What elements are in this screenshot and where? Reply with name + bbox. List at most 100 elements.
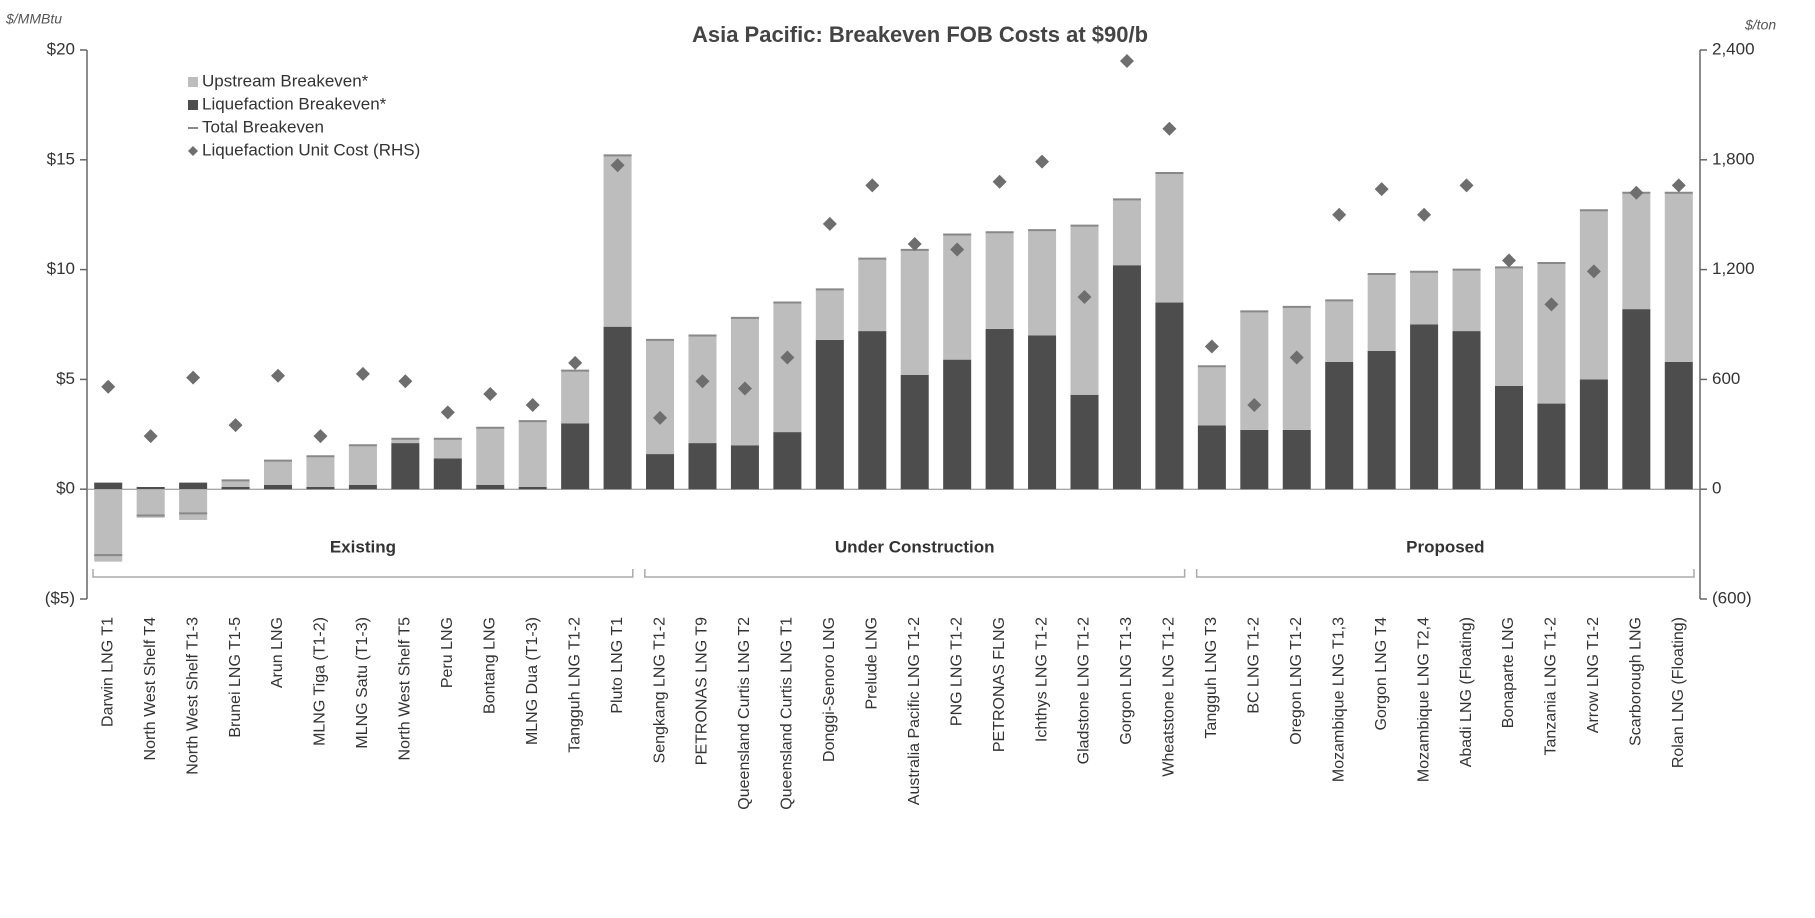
- unit-cost-marker: [398, 374, 413, 389]
- unit-cost-marker: [907, 236, 922, 251]
- bar-segment: [1537, 403, 1566, 490]
- bar-segment: [1028, 230, 1057, 336]
- x-tick-label: Gorgon LNG T4: [1373, 617, 1390, 731]
- bar-segment: [1664, 192, 1693, 362]
- unit-cost-marker: [143, 429, 158, 444]
- bar-segment: [815, 289, 844, 340]
- x-tick-label: Darwin LNG T1: [99, 617, 116, 727]
- bar-segment: [348, 445, 377, 485]
- bar-segment: [1325, 300, 1354, 362]
- legend-swatch: [188, 146, 198, 156]
- group-bracket: [92, 569, 634, 578]
- unit-cost-marker: [1671, 178, 1686, 193]
- unit-cost-marker: [1077, 290, 1092, 305]
- x-tick-label: MLNG Dua (T1-3): [524, 617, 541, 745]
- unit-cost-marker: [440, 405, 455, 420]
- unit-cost-marker: [228, 418, 243, 433]
- y-tick-label: $20: [47, 39, 75, 58]
- bar-segment: [900, 249, 929, 376]
- x-tick-label: North West Shelf T5: [397, 617, 414, 761]
- x-tick-label: North West Shelf T1-3: [184, 617, 201, 775]
- bar-segment: [1494, 385, 1523, 490]
- legend-swatch: [188, 77, 198, 87]
- unit-cost-marker: [695, 374, 710, 389]
- y2-axis-label: $/ton: [1744, 17, 1776, 33]
- x-tick-label: Queensland Curtis LNG T1: [779, 617, 796, 810]
- bar-segment: [1622, 192, 1651, 310]
- bar-segment: [391, 438, 420, 444]
- unit-cost-marker: [1035, 154, 1050, 169]
- bar-segment: [306, 456, 335, 488]
- bar-segment: [1579, 379, 1608, 490]
- x-tick-label: PETRONAS FLNG: [991, 617, 1008, 752]
- bar-segment: [1494, 267, 1523, 386]
- bar-segment: [561, 423, 590, 490]
- bar-segment: [94, 489, 123, 562]
- x-tick-label: Wheatstone LNG T1-2: [1161, 617, 1178, 777]
- bar-segment: [1367, 273, 1396, 351]
- bar-segment: [1070, 225, 1099, 395]
- bar-segment: [730, 445, 759, 490]
- y2-tick-label: (600): [1712, 588, 1752, 607]
- y-tick-label: $15: [47, 149, 75, 168]
- group-bracket: [644, 569, 1186, 578]
- bar-segment: [179, 482, 208, 490]
- x-tick-label: PNG LNG T1-2: [948, 617, 965, 726]
- x-tick-label: Tangguh LNG T3: [1203, 617, 1220, 739]
- bar-segment: [1112, 265, 1141, 490]
- group-label: Under Construction: [835, 537, 995, 556]
- bar-segment: [264, 484, 293, 490]
- bar-segment: [1664, 361, 1693, 490]
- bar-segment: [391, 443, 420, 490]
- bar-segment: [1537, 263, 1566, 404]
- x-tick-label: Oregon LNG T1-2: [1288, 617, 1305, 745]
- y-tick-label: $5: [56, 369, 75, 388]
- bar-segment: [221, 487, 250, 490]
- bar-segment: [773, 302, 802, 433]
- bar-segment: [1579, 210, 1608, 380]
- x-tick-label: Queensland Curtis LNG T2: [736, 617, 753, 810]
- unit-cost-marker: [483, 387, 498, 402]
- bar-segment: [94, 482, 123, 490]
- bar-segment: [433, 438, 462, 459]
- bar-segment: [136, 487, 165, 490]
- unit-cost-marker: [186, 370, 201, 385]
- unit-cost-marker: [610, 158, 625, 173]
- bar-segment: [985, 328, 1014, 490]
- x-tick-label: Sengkang LNG T1-2: [651, 617, 668, 764]
- bar-segment: [561, 370, 590, 424]
- y2-tick-label: 2,400: [1712, 39, 1755, 58]
- unit-cost-marker: [1629, 185, 1644, 200]
- bar-segment: [1197, 366, 1226, 426]
- x-tick-label: North West Shelf T4: [142, 617, 159, 761]
- legend-swatch: [188, 100, 198, 110]
- bar-segment: [306, 487, 335, 490]
- x-tick-label: Bonaparte LNG: [1500, 617, 1517, 728]
- bar-segment: [1240, 429, 1269, 490]
- bar-segment: [985, 232, 1014, 329]
- unit-cost-marker: [1544, 297, 1559, 312]
- bar-segment: [1367, 350, 1396, 490]
- x-tick-label: Bontang LNG: [481, 617, 498, 714]
- y2-tick-label: 0: [1712, 479, 1721, 498]
- group-label: Proposed: [1406, 537, 1484, 556]
- legend-label: Liquefaction Breakeven*: [202, 94, 387, 113]
- bar-segment: [1410, 324, 1439, 490]
- y2-tick-label: 1,200: [1712, 259, 1755, 278]
- bar-segment: [646, 339, 675, 455]
- bar-segment: [1070, 394, 1099, 490]
- x-tick-label: PETRONAS LNG T9: [694, 617, 711, 765]
- x-tick-label: Gladstone LNG T1-2: [1076, 617, 1093, 764]
- unit-cost-marker: [950, 242, 965, 257]
- unit-cost-marker: [822, 216, 837, 231]
- x-tick-label: Mozambique LNG T2,4: [1415, 617, 1432, 782]
- unit-cost-marker: [1289, 350, 1304, 365]
- bar-segment: [1325, 361, 1354, 490]
- unit-cost-marker: [1332, 207, 1347, 222]
- bar-segment: [1282, 306, 1311, 430]
- unit-cost-marker: [780, 350, 795, 365]
- bar-segment: [221, 480, 250, 488]
- bar-segment: [518, 487, 547, 490]
- y-tick-label: $10: [47, 259, 75, 278]
